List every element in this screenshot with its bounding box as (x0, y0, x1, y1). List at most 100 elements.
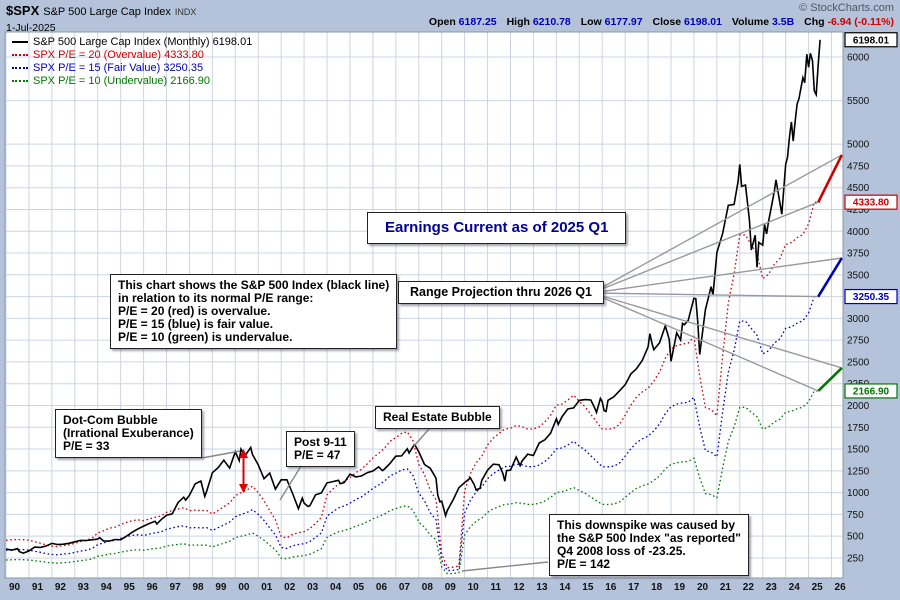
annotation-post-911: Post 9-11 P/E = 47 (286, 431, 355, 467)
svg-text:2750: 2750 (847, 336, 870, 347)
post911-line: P/E = 47 (294, 448, 341, 462)
quote-value-chg: -6.94 (-0.11%) (827, 16, 894, 28)
quote-label-high: High (506, 16, 530, 28)
quote-value-volume: 3.5B (772, 16, 795, 28)
svg-text:08: 08 (422, 582, 434, 593)
svg-text:04: 04 (330, 582, 342, 593)
svg-text:15: 15 (582, 582, 594, 593)
legend-item-0: S&P 500 Large Cap Index (Monthly) 6198.0… (12, 35, 252, 48)
svg-text:90: 90 (9, 582, 21, 593)
pe15-fairvalue-line (5, 295, 821, 572)
explainer-line: in relation to its normal P/E range: (118, 291, 314, 305)
plot-frame (4, 31, 844, 579)
svg-text:750: 750 (847, 510, 864, 521)
price-value-boxes: 6198.01 4333.80 3250.35 2166.90 (844, 32, 898, 399)
svg-text:2000: 2000 (847, 401, 870, 412)
svg-text:06: 06 (376, 582, 388, 593)
dotcom-line: Dot-Com Bubble (63, 413, 158, 427)
dotcom-line: P/E = 33 (63, 439, 110, 453)
svg-text:25: 25 (812, 582, 824, 593)
svg-text:99: 99 (215, 582, 227, 593)
quote-value-high: 6210.78 (532, 16, 571, 28)
svg-text:03: 03 (307, 582, 319, 593)
legend-label: SPX P/E = 15 (Fair Value) 3250.35 (33, 61, 204, 74)
price-label-box (844, 194, 898, 210)
pe15-line-swatch (12, 66, 28, 69)
explainer-line: P/E = 15 (blue) is fair value. (118, 317, 274, 331)
svg-text:96: 96 (147, 582, 159, 593)
svg-text:2166.90: 2166.90 (853, 386, 890, 397)
svg-text:09: 09 (445, 582, 457, 593)
svg-text:250: 250 (847, 553, 864, 564)
svg-text:11: 11 (491, 582, 502, 593)
svg-text:01: 01 (261, 582, 273, 593)
svg-text:5000: 5000 (847, 140, 870, 151)
svg-text:02: 02 (284, 582, 296, 593)
svg-text:22: 22 (743, 582, 755, 593)
svg-text:4750: 4750 (847, 161, 870, 172)
header-left: $SPX S&P 500 Large Cap Index INDX 1-Jul-20… (6, 2, 196, 34)
annotation-earnings-current: Earnings Current as of 2025 Q1 (367, 212, 627, 244)
x-axis-labels: 90 91 92 93 94 95 96 97 98 99 00 01 02 03 04 05 06 07 08 09… (9, 582, 846, 593)
header-right: © StockCharts.com Open 6187.25 High 6210… (422, 2, 894, 28)
legend-label: SPX P/E = 10 (Undervalue) 2166.90 (33, 74, 211, 87)
explainer-line: This chart shows the S&P 500 Index (blac… (118, 278, 390, 292)
svg-text:16: 16 (605, 582, 617, 593)
series (5, 39, 821, 575)
svg-text:500: 500 (847, 532, 864, 543)
svg-text:3750: 3750 (847, 249, 870, 260)
svg-text:97: 97 (170, 582, 182, 593)
price-label-box (844, 383, 898, 399)
annotation-real-estate-bubble: Real Estate Bubble (375, 406, 500, 429)
svg-text:23: 23 (766, 582, 778, 593)
svg-text:18: 18 (651, 582, 663, 593)
price-line-swatch (12, 40, 28, 43)
post911-line: Post 9-11 (294, 435, 347, 449)
quote-label-volume: Volume (731, 16, 770, 28)
svg-text:4000: 4000 (847, 227, 870, 238)
quote-value-open: 6187.25 (458, 16, 497, 28)
index-name: S&P 500 Large Cap Index (43, 6, 171, 18)
svg-text:07: 07 (399, 582, 411, 593)
svg-text:12: 12 (513, 582, 525, 593)
downspike-line: the S&P 500 Index "as reported" (557, 531, 741, 545)
svg-text:91: 91 (32, 582, 44, 593)
svg-text:21: 21 (720, 582, 732, 593)
legend-item-1: SPX P/E = 20 (Overvalue) 4333.80 (12, 48, 252, 61)
legend-item-3: SPX P/E = 10 (Undervalue) 2166.90 (12, 74, 252, 87)
svg-text:20: 20 (697, 582, 709, 593)
overvalue-gap-arrow (239, 449, 248, 493)
quote-value-close: 6198.01 (684, 16, 722, 28)
chart-legend: S&P 500 Large Cap Index (Monthly) 6198.0… (12, 35, 252, 87)
range-projection-segments (817, 154, 844, 392)
svg-text:1000: 1000 (847, 488, 870, 499)
chart-header: $SPX S&P 500 Large Cap Index INDX 1-Jul-20… (0, 0, 900, 34)
svg-text:10: 10 (468, 582, 480, 593)
exchange-label: INDX (174, 7, 197, 17)
svg-text:26: 26 (835, 582, 847, 593)
annotation-connectors (201, 428, 549, 572)
legend-item-2: SPX P/E = 15 (Fair Value) 3250.35 (12, 61, 252, 74)
svg-text:2500: 2500 (847, 357, 870, 368)
svg-text:05: 05 (353, 582, 365, 593)
svg-text:6000: 6000 (847, 53, 870, 64)
pe20-overvalue-line (5, 201, 821, 569)
annotation-dotcom-bubble: Dot-Com Bubble (Irrational Exuberance) P… (55, 409, 202, 458)
chart-date: 1-Jul-2025 (6, 22, 56, 34)
svg-text:98: 98 (192, 582, 204, 593)
svg-text:4333.80: 4333.80 (853, 198, 890, 209)
explainer-line: P/E = 20 (red) is overvalue. (118, 304, 271, 318)
downspike-line: This downspike was caused by (557, 518, 736, 532)
pe20-line-swatch (12, 53, 28, 56)
annotation-2008-downspike: This downspike was caused by the S&P 500… (549, 514, 749, 576)
downspike-line: P/E = 142 (557, 557, 611, 571)
svg-text:24: 24 (789, 582, 801, 593)
y-axis-labels: 2505007501000125015001750200022502500275… (847, 53, 870, 565)
explainer-line: P/E = 10 (green) is undervalue. (118, 330, 293, 344)
svg-text:1750: 1750 (847, 423, 870, 434)
quote-label-close: Close (652, 16, 682, 28)
quote-value-low: 6177.97 (604, 16, 643, 28)
svg-text:3000: 3000 (847, 314, 870, 325)
svg-text:1250: 1250 (847, 466, 870, 477)
